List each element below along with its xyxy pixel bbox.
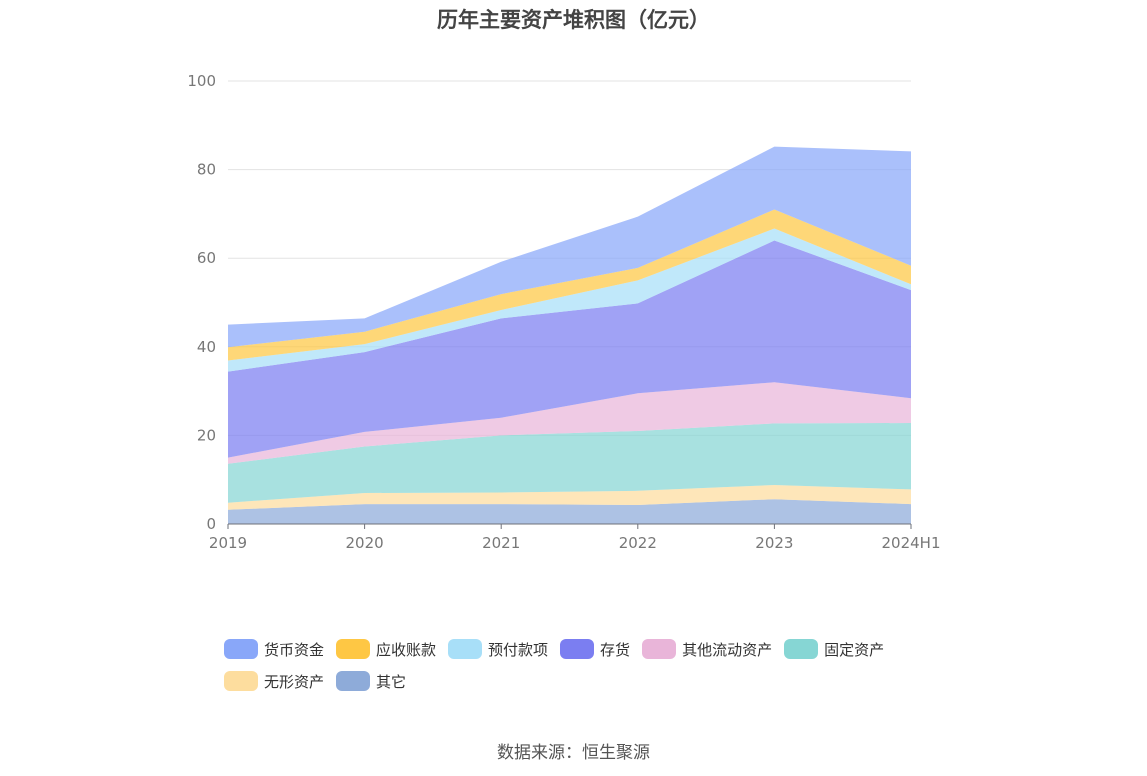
series-area-1 xyxy=(228,485,911,510)
legend-item[interactable]: 其他流动资产 xyxy=(642,639,772,659)
legend-label: 货币资金 xyxy=(264,640,325,659)
x-tick-label: 2019 xyxy=(209,534,247,552)
legend-label: 预付款项 xyxy=(488,640,549,659)
x-tick-label: 2023 xyxy=(755,534,793,552)
data-source-note: 数据来源：恒生聚源 xyxy=(497,743,650,763)
legend-item[interactable]: 预付款项 xyxy=(448,639,548,659)
legend-swatch xyxy=(448,639,483,659)
series-area-3 xyxy=(228,382,911,464)
y-tick-label: 80 xyxy=(197,161,216,179)
stacked-areas xyxy=(228,146,911,524)
series-area-4 xyxy=(228,240,911,458)
legend-label: 存货 xyxy=(600,640,631,659)
series-area-6 xyxy=(228,209,911,361)
legend-item[interactable]: 货币资金 xyxy=(224,639,324,659)
x-tick-label: 2022 xyxy=(619,534,657,552)
legend-label: 固定资产 xyxy=(824,640,885,659)
x-tick-label: 2024H1 xyxy=(882,534,941,552)
y-tick-label: 60 xyxy=(197,249,216,267)
legend-item[interactable]: 固定资产 xyxy=(784,639,884,659)
legend-label: 其他流动资产 xyxy=(682,640,773,659)
legend-item[interactable]: 其它 xyxy=(336,671,406,691)
y-tick-label: 40 xyxy=(197,338,216,356)
legend-item[interactable]: 无形资产 xyxy=(224,671,324,691)
legend-swatch xyxy=(560,639,595,659)
legend-item[interactable]: 存货 xyxy=(560,639,630,659)
legend-label: 其它 xyxy=(376,672,407,691)
series-area-5 xyxy=(228,228,911,372)
y-tick-label: 100 xyxy=(187,72,216,90)
legend-swatch xyxy=(336,639,371,659)
y-tick-label: 0 xyxy=(206,515,216,533)
x-tick-label: 2021 xyxy=(482,534,520,552)
chart-title: 历年主要资产堆积图（亿元） xyxy=(437,8,710,32)
series-area-2 xyxy=(228,423,911,503)
y-tick-label: 20 xyxy=(197,426,216,444)
legend-swatch xyxy=(784,639,819,659)
legend-swatch xyxy=(336,671,371,691)
legend-item[interactable]: 应收账款 xyxy=(336,639,436,659)
legend: 货币资金 应收账款 预付款项 存货 其他流动资产 固定资产无形资产 其它 xyxy=(224,639,944,703)
legend-label: 无形资产 xyxy=(264,672,325,691)
legend-swatch xyxy=(224,639,258,659)
axes: 0 20 40 60 80 100 2019 2020 2021 2022 2023 2024H1 xyxy=(187,72,940,552)
legend-swatch xyxy=(224,671,258,691)
series-area-0 xyxy=(228,499,911,524)
legend-label: 应收账款 xyxy=(376,640,437,659)
x-tick-label: 2020 xyxy=(346,534,384,552)
series-area-7 xyxy=(228,146,911,348)
legend-swatch xyxy=(642,639,677,659)
